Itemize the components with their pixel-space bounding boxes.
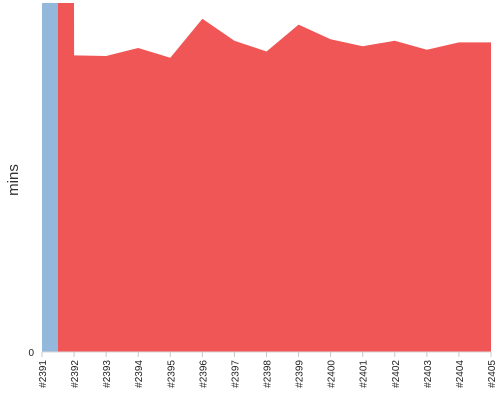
x-tick-label-14: #2405 (487, 360, 498, 388)
x-tick-label-1: #2392 (70, 360, 81, 388)
x-tick-label-4: #2395 (166, 360, 177, 388)
x-tick-label-11: #2402 (391, 360, 402, 388)
x-tick-label-7: #2398 (263, 360, 274, 388)
y-tick-label-0: 0 (28, 348, 34, 359)
series-2-area (58, 3, 491, 352)
x-tick-label-5: #2396 (198, 360, 209, 388)
series-1-area (42, 3, 59, 352)
x-tick-label-6: #2397 (230, 360, 241, 388)
plot-area (42, 3, 491, 352)
x-tick-label-8: #2399 (295, 360, 306, 388)
x-tick-label-10: #2401 (359, 360, 370, 388)
x-tick-label-9: #2400 (327, 360, 338, 388)
x-tick-label-3: #2394 (134, 360, 145, 388)
x-axis: #2391 #2392 #2393 #2394 #2395 #2396 #2397 #2398… (38, 352, 498, 388)
x-tick-label-2: #2393 (102, 360, 113, 388)
x-tick-label-13: #2404 (455, 360, 466, 388)
y-axis-label: mins (5, 164, 22, 196)
x-tick-label-0: #2391 (38, 360, 49, 388)
x-tick-label-12: #2403 (423, 360, 434, 388)
